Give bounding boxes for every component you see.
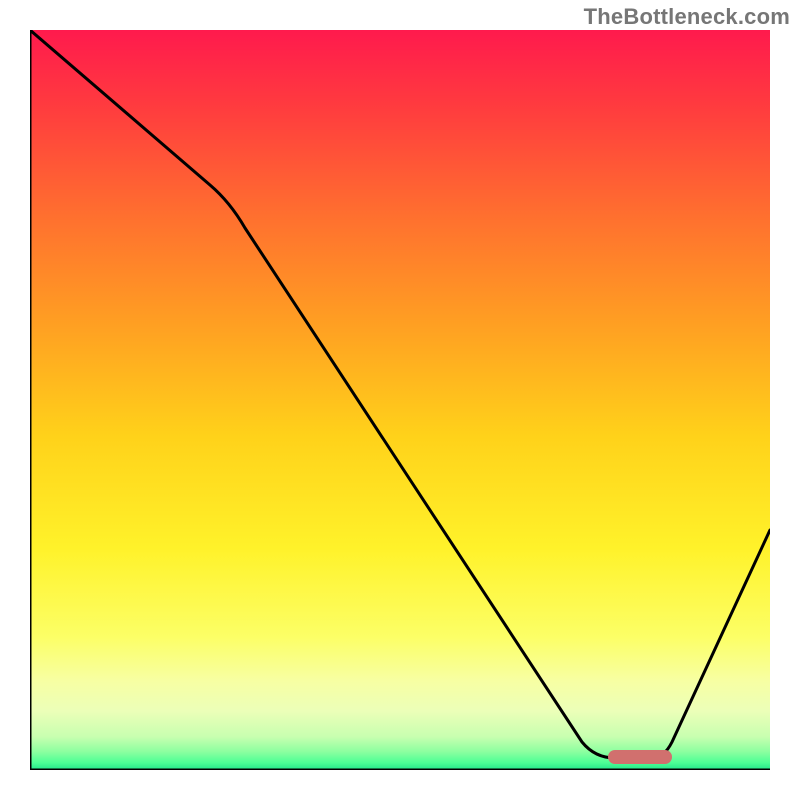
chart-frame: TheBottleneck.com <box>0 0 800 800</box>
bottleneck-plot <box>30 30 770 770</box>
watermark-text: TheBottleneck.com <box>584 4 790 30</box>
